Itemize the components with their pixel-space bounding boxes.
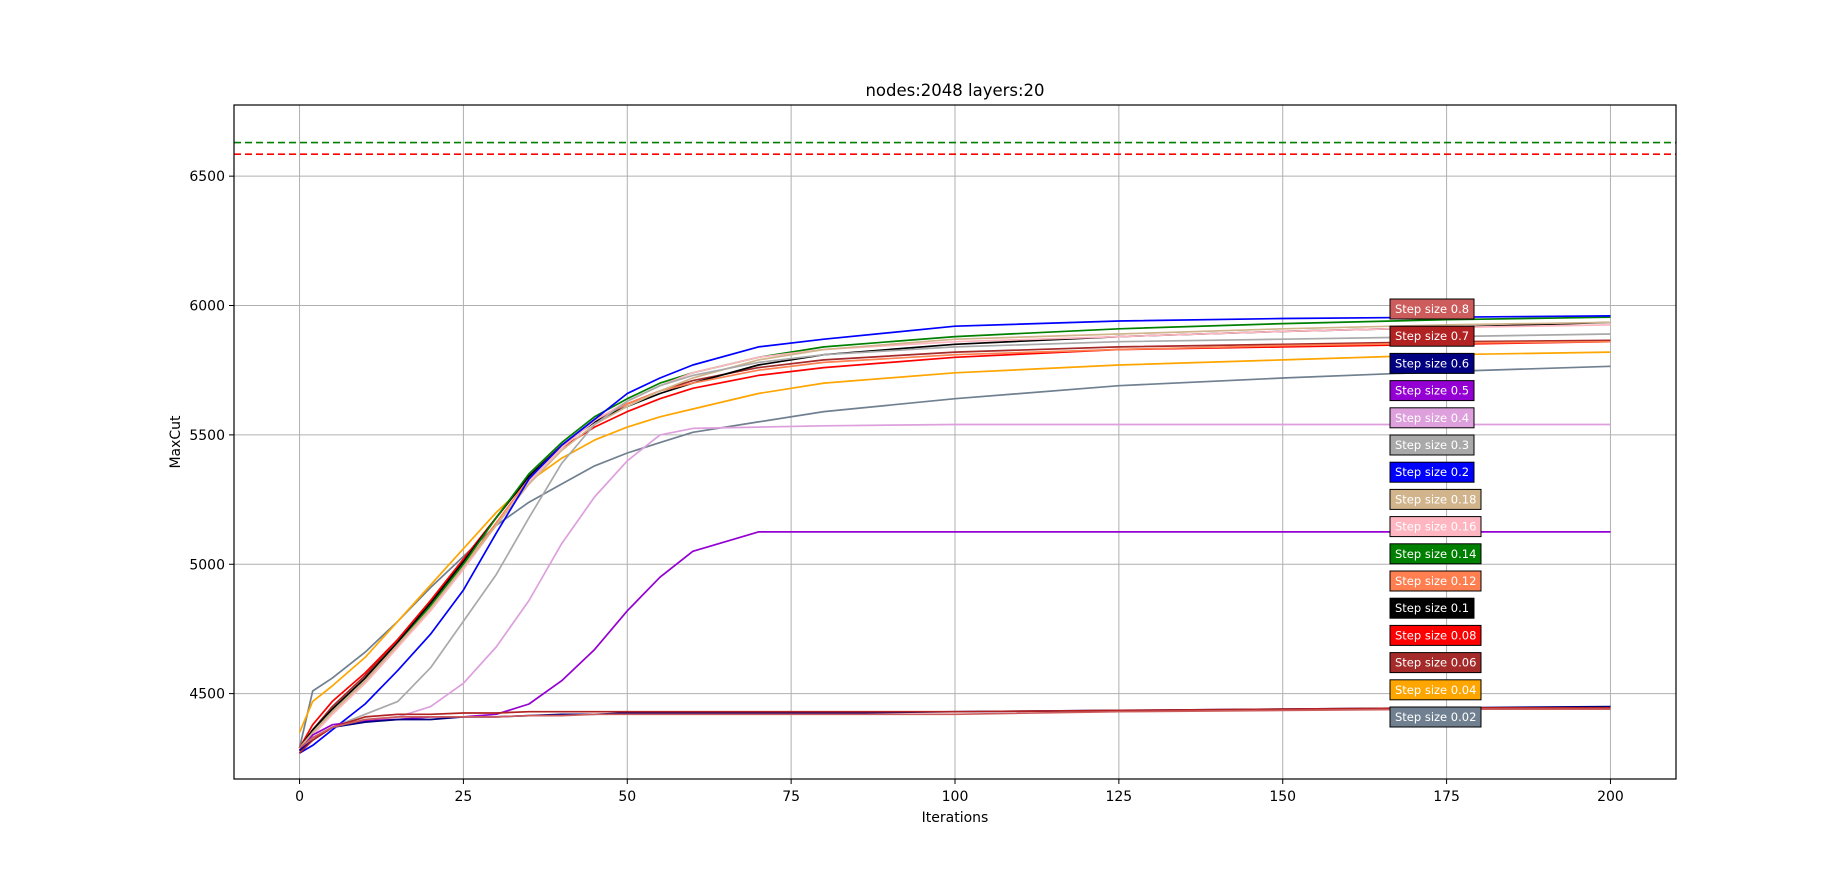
series-line (299, 315, 1611, 754)
legend: Step size 0.8 Step size 0.7 Step size 0.6 S… (1389, 298, 1482, 728)
reference-lines (234, 141, 1676, 155)
legend-swatch (1389, 407, 1475, 429)
series-line (298, 351, 1611, 733)
x-tick-label: 75 (782, 789, 800, 805)
legend-swatch (1389, 434, 1475, 456)
series-line (298, 706, 1611, 754)
legend-swatch (1389, 352, 1475, 374)
x-tick-label: 125 (1105, 789, 1132, 805)
legend-swatch (1389, 380, 1475, 402)
x-tick-label: 100 (942, 789, 969, 805)
legend-label: Step size 0.2 (1395, 465, 1469, 479)
legend-label: Step size 0.6 (1395, 356, 1469, 370)
series-line (298, 708, 1611, 749)
legend-swatch (1389, 488, 1482, 510)
legend-swatch (1389, 597, 1475, 619)
tick-layer: 0 25 50 75 100 125 150 175 200 4500 5000 5500 6000 65… (189, 169, 1623, 805)
legend-swatch (1389, 461, 1475, 483)
series-line (298, 321, 1611, 749)
series-line (298, 333, 1611, 752)
legend-label: Step size 0.5 (1395, 384, 1469, 398)
legend-swatch (1389, 516, 1482, 538)
y-tick-label: 5500 (189, 428, 225, 444)
legend-label: Step size 0.8 (1395, 302, 1469, 316)
series-line (298, 340, 1611, 749)
legend-label: Step size 0.06 (1395, 656, 1476, 670)
x-tick-label: 25 (454, 789, 472, 805)
series-line (298, 365, 1611, 749)
series-line (298, 324, 1611, 750)
legend-label: Step size 0.04 (1395, 683, 1476, 697)
legend-label: Step size 0.08 (1395, 628, 1476, 642)
legend-label: Step size 0.4 (1395, 411, 1469, 425)
legend-label: Step size 0.3 (1395, 438, 1469, 452)
y-tick-label: 4500 (189, 687, 225, 703)
legend-swatch (1389, 325, 1475, 347)
legend-swatch (1389, 679, 1482, 701)
legend-label: Step size 0.16 (1395, 520, 1476, 534)
legend-label: Step size 0.18 (1395, 492, 1476, 506)
legend-swatch (1389, 624, 1482, 646)
y-tick-label: 6500 (189, 169, 225, 185)
legend-label: Step size 0.02 (1395, 710, 1476, 724)
x-tick-label: 0 (295, 789, 304, 805)
legend-label: Step size 0.7 (1395, 329, 1469, 343)
legend-swatch (1389, 543, 1482, 565)
x-tick-label: 200 (1597, 789, 1624, 805)
legend-label: Step size 0.12 (1395, 574, 1476, 588)
x-tick-label: 150 (1269, 789, 1296, 805)
x-tick-label: 50 (618, 789, 636, 805)
x-tick-label: 175 (1433, 789, 1460, 805)
y-tick-label: 6000 (189, 299, 225, 315)
y-axis-label: MaxCut (168, 415, 184, 469)
legend-swatch (1389, 706, 1482, 728)
legend-label: Step size 0.14 (1395, 547, 1476, 561)
series-layer (298, 315, 1611, 754)
legend-swatch (1389, 652, 1482, 674)
legend-swatch (1389, 298, 1475, 320)
legend-label: Step size 0.1 (1395, 601, 1469, 615)
y-tick-label: 5000 (189, 557, 225, 573)
x-axis-label: Iterations (922, 810, 989, 826)
series-line (298, 531, 1611, 752)
chart-title: nodes:2048 layers:20 (865, 81, 1044, 100)
legend-swatch (1389, 570, 1482, 592)
